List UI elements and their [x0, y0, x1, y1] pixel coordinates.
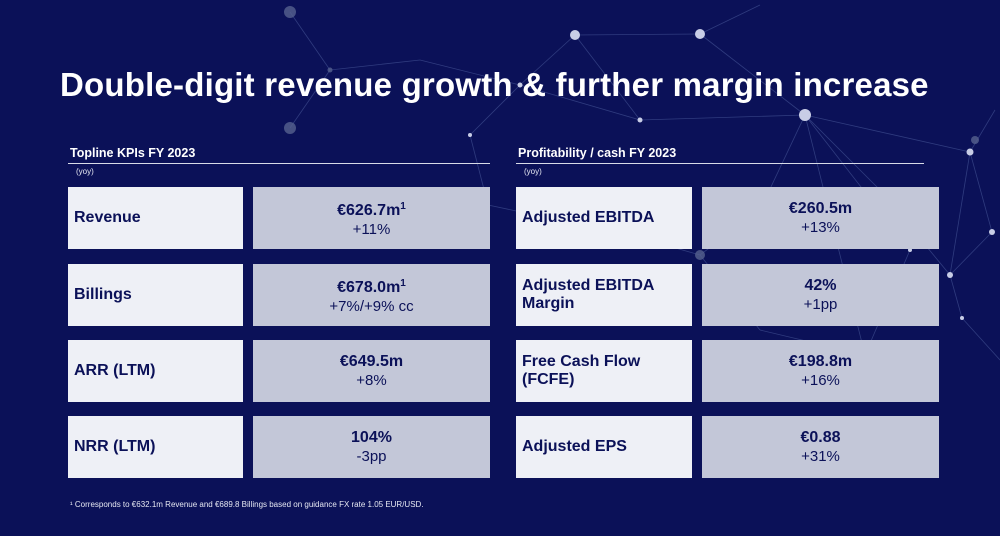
- right-section-rule: [516, 163, 924, 164]
- kpi-value-main: €626.7m1: [337, 201, 406, 219]
- kpi-value-change: +8%: [356, 372, 387, 389]
- kpi-value-main: €678.0m1: [337, 278, 406, 296]
- kpi-label-nrr: NRR (LTM): [68, 416, 243, 478]
- kpi-value-main: €198.8m: [788, 353, 853, 370]
- kpi-value-billings: €678.0m1 +7%/+9% cc: [253, 264, 490, 326]
- kpi-value-nrr: 104% -3pp: [253, 416, 490, 478]
- kpi-value-change: +16%: [801, 372, 840, 389]
- kpi-value-change: +31%: [801, 448, 840, 465]
- kpi-value-revenue: €626.7m1 +11%: [253, 187, 490, 249]
- left-yoy-note: (yoy): [76, 167, 94, 176]
- kpi-value-change: +11%: [352, 221, 391, 238]
- kpi-label-ebitda-margin: Adjusted EBITDA Margin: [516, 264, 692, 326]
- kpi-value-main: €0.88: [800, 429, 841, 446]
- kpi-value-change: +13%: [801, 219, 840, 236]
- kpi-label-arr: ARR (LTM): [68, 340, 243, 402]
- kpi-value-change: +1pp: [803, 296, 838, 313]
- kpi-value-arr: €649.5m +8%: [253, 340, 490, 402]
- page-title: Double-digit revenue growth & further ma…: [60, 66, 929, 103]
- right-section-heading: Profitability / cash FY 2023: [518, 146, 677, 160]
- kpi-value-free-cash-flow: €198.8m +16%: [702, 340, 939, 402]
- kpi-label-adjusted-ebitda: Adjusted EBITDA: [516, 187, 692, 249]
- right-yoy-note: (yoy): [524, 167, 542, 176]
- kpi-label-revenue: Revenue: [68, 187, 243, 249]
- footnote: ¹ Corresponds to €632.1m Revenue and €68…: [70, 500, 424, 509]
- kpi-value-adjusted-ebitda: €260.5m +13%: [702, 187, 939, 249]
- kpi-value-ebitda-margin: 42% +1pp: [702, 264, 939, 326]
- kpi-value-main: 104%: [351, 429, 392, 446]
- kpi-value-change: -3pp: [356, 448, 387, 465]
- left-section-rule: [68, 163, 490, 164]
- kpi-label-adjusted-eps: Adjusted EPS: [516, 416, 692, 478]
- kpi-label-free-cash-flow: Free Cash Flow (FCFE): [516, 340, 692, 402]
- kpi-value-main: 42%: [804, 277, 837, 294]
- left-section-heading: Topline KPIs FY 2023: [70, 146, 196, 160]
- kpi-value-main: €649.5m: [339, 353, 404, 370]
- kpi-value-change: +7%/+9% cc: [329, 298, 414, 315]
- kpi-value-main: €260.5m: [788, 200, 853, 217]
- kpi-value-adjusted-eps: €0.88 +31%: [702, 416, 939, 478]
- kpi-label-billings: Billings: [68, 264, 243, 326]
